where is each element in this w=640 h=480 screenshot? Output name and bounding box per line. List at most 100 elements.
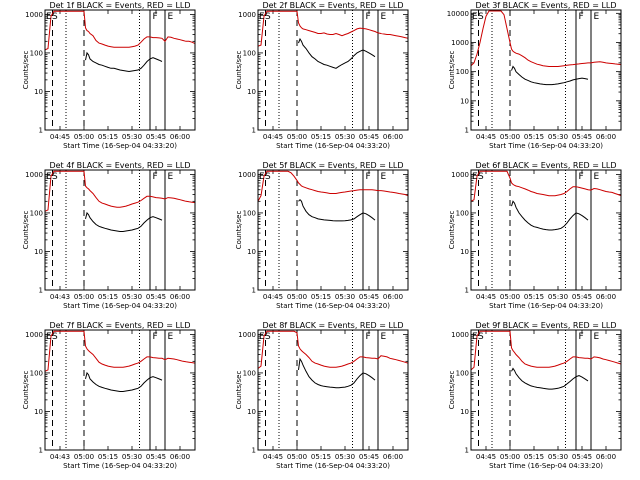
series-line-lld — [258, 10, 408, 47]
y-tick-label: 1000 — [238, 11, 256, 19]
y-tick-label: 1000 — [451, 171, 469, 179]
x-tick-label: 05:15 — [524, 453, 544, 461]
x-tick-label: 05:15 — [98, 293, 118, 301]
x-axis-label: Start Time (16-Sep-04 04:33:20) — [63, 462, 177, 470]
x-tick-label: 05:45 — [572, 453, 592, 461]
panel-title: Det 7f BLACK = Events, RED = LLD — [49, 321, 190, 330]
panel-det-8: Det 8f BLACK = Events, RED = LLD 1 10 100 10… — [235, 321, 409, 470]
x-tick-label: 05:45 — [146, 293, 166, 301]
event-marker-s: S — [265, 172, 271, 182]
y-axis-label: Counts/sec — [235, 211, 243, 250]
y-tick-label: 100 — [243, 49, 256, 57]
event-marker-f: F — [366, 172, 371, 182]
series-line-events — [511, 200, 589, 231]
x-tick-label: 05:00 — [74, 133, 94, 141]
y-tick-label: 10 — [247, 408, 256, 416]
x-tick-label: 05:45 — [146, 133, 166, 141]
y-tick-label: 100 — [30, 209, 43, 217]
x-tick-label: 05:30 — [122, 133, 142, 141]
x-tick-label: 06:00 — [170, 293, 190, 301]
panel-det-6: Det 6f BLACK = Events, RED = LLD 1 10 100 10… — [448, 161, 622, 310]
y-tick-label: 10 — [34, 248, 43, 256]
series-line-events — [298, 357, 376, 389]
event-marker-s: S — [478, 12, 484, 22]
event-marker-s: S — [52, 332, 58, 342]
x-tick-label: 05:15 — [311, 133, 331, 141]
event-marker-f: F — [153, 172, 158, 182]
y-axis-label: Counts/sec — [22, 371, 30, 410]
series-line-events — [298, 37, 376, 69]
x-tick-label: 05:30 — [548, 453, 568, 461]
event-marker-e: E — [381, 12, 387, 22]
series-line-events — [85, 211, 163, 232]
x-tick-label: 05:45 — [572, 293, 592, 301]
x-axis-label: Start Time (16-Sep-04 04:33:20) — [276, 302, 390, 310]
plot-frame — [470, 329, 622, 451]
plot-frame — [257, 9, 409, 131]
y-tick-label: 1 — [465, 127, 469, 135]
series-line-lld — [471, 330, 621, 371]
x-axis-label: Start Time (16-Sep-04 04:33:20) — [489, 302, 603, 310]
x-axis-label: Start Time (16-Sep-04 04:33:20) — [63, 302, 177, 310]
x-tick-label: 05:45 — [146, 453, 166, 461]
x-tick-label: 05:00 — [287, 293, 307, 301]
x-tick-label: 04:43 — [50, 293, 70, 301]
event-marker-e: E — [472, 172, 478, 182]
series-line-events — [511, 65, 589, 86]
panel-title: Det 1f BLACK = Events, RED = LLD — [49, 1, 190, 10]
y-tick-label: 1000 — [25, 171, 43, 179]
series-line-lld — [45, 10, 195, 51]
x-tick-label: 06:00 — [383, 293, 403, 301]
y-tick-label: 1 — [252, 127, 256, 135]
y-tick-label: 100 — [243, 209, 256, 217]
y-tick-label: 100 — [243, 369, 256, 377]
x-tick-label: 05:30 — [335, 133, 355, 141]
x-tick-label: 05:00 — [287, 133, 307, 141]
y-axis-label: Counts/sec — [22, 51, 30, 90]
event-marker-e: E — [259, 172, 265, 182]
x-tick-label: 05:45 — [359, 453, 379, 461]
panel-title: Det 9f BLACK = Events, RED = LLD — [475, 321, 616, 330]
y-tick-label: 10 — [247, 248, 256, 256]
x-tick-label: 06:00 — [596, 293, 616, 301]
x-tick-label: 04:45 — [476, 133, 496, 141]
x-axis-label: Start Time (16-Sep-04 04:33:20) — [276, 462, 390, 470]
event-marker-e: E — [46, 332, 52, 342]
x-axis-label: Start Time (16-Sep-04 04:33:20) — [63, 142, 177, 150]
event-marker-f: F — [366, 12, 371, 22]
x-tick-label: 05:15 — [311, 453, 331, 461]
x-tick-label: 04:43 — [50, 453, 70, 461]
x-tick-label: 06:00 — [596, 133, 616, 141]
x-tick-label: 05:15 — [524, 133, 544, 141]
y-tick-label: 1000 — [238, 171, 256, 179]
series-line-events — [298, 198, 376, 222]
plot-frame — [470, 169, 622, 291]
x-tick-label: 05:30 — [548, 133, 568, 141]
series-line-events — [85, 51, 163, 73]
event-marker-f: F — [579, 12, 584, 22]
panel-det-2: Det 2f BLACK = Events, RED = LLD 1 10 100 10… — [235, 1, 409, 150]
x-tick-label: 04:45 — [476, 453, 496, 461]
y-tick-label: 1 — [465, 287, 469, 295]
x-tick-label: 04:45 — [50, 133, 70, 141]
series-line-lld — [471, 170, 621, 202]
event-marker-e: E — [259, 12, 265, 22]
event-marker-e: E — [168, 12, 174, 22]
x-tick-label: 05:15 — [524, 293, 544, 301]
y-tick-label: 1000 — [25, 331, 43, 339]
x-tick-label: 06:00 — [170, 453, 190, 461]
y-tick-label: 10 — [460, 248, 469, 256]
y-tick-label: 1000 — [25, 11, 43, 19]
x-tick-label: 04:45 — [263, 293, 283, 301]
panel-title: Det 2f BLACK = Events, RED = LLD — [262, 1, 403, 10]
x-tick-label: 05:00 — [74, 293, 94, 301]
event-marker-e: E — [594, 12, 600, 22]
x-tick-label: 05:00 — [500, 293, 520, 301]
panel-det-1: Det 1f BLACK = Events, RED = LLD 1 10 100 10… — [22, 1, 196, 150]
y-tick-label: 1 — [39, 447, 43, 455]
panel-det-9: Det 9f BLACK = Events, RED = LLD 1 10 100 10… — [448, 321, 622, 470]
plot-frame — [44, 169, 196, 291]
y-tick-label: 1000 — [451, 331, 469, 339]
panel-det-5: Det 5f BLACK = Events, RED = LLD 1 10 100 10… — [235, 161, 409, 310]
series-line-lld — [471, 10, 621, 67]
